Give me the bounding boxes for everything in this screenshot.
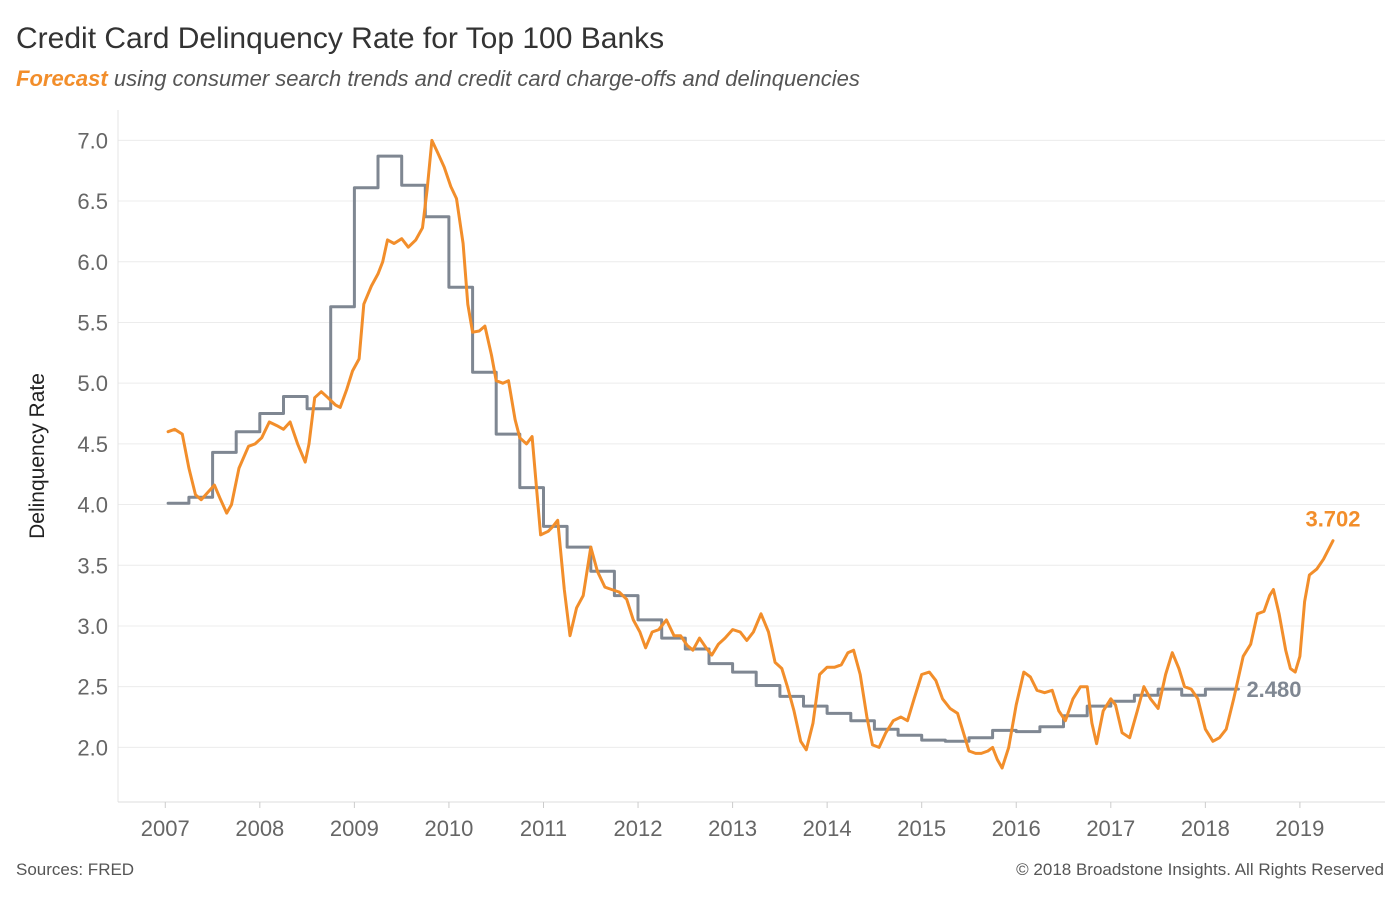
y-tick-label: 2.5 (77, 675, 108, 700)
copyright-note: © 2018 Broadstone Insights. All Rights R… (1016, 860, 1384, 879)
sources-note: Sources: FRED (16, 860, 135, 879)
end-labels: 2.480 3.702 (1246, 507, 1360, 702)
axes: 2.0 2.5 3.0 3.5 4.0 4.5 5.0 5.5 6.0 6.5 7.0 2007 200… (26, 110, 1385, 841)
x-tick-label: 2018 (1181, 816, 1230, 841)
series-line-actual (166, 154, 1240, 743)
subtitle-text: using consumer search trends and credit … (113, 66, 860, 91)
x-tick-label: 2019 (1275, 816, 1324, 841)
subtitle-accent: Forecast (16, 66, 108, 91)
y-tick-label: 3.0 (77, 614, 108, 639)
y-tick-label: 5.0 (77, 371, 108, 396)
x-tick-label: 2011 (520, 816, 567, 841)
y-tick-label: 2.0 (77, 735, 108, 760)
end-label-actual: 2.480 (1246, 677, 1301, 702)
x-tick-label: 2014 (803, 816, 852, 841)
x-tick-label: 2010 (424, 816, 473, 841)
y-tick-label: 6.0 (77, 250, 108, 275)
y-tick-label: 3.5 (77, 553, 108, 578)
x-tick-label: 2017 (1086, 816, 1135, 841)
y-tick-label: 4.0 (77, 493, 108, 518)
x-tick-label: 2008 (235, 816, 284, 841)
x-tick-label: 2012 (614, 816, 663, 841)
x-tick-label: 2015 (897, 816, 946, 841)
x-tick-label: 2007 (141, 816, 190, 841)
x-tick-label: 2013 (708, 816, 757, 841)
y-tick-label: 5.5 (77, 310, 108, 335)
y-axis-title: Delinquency Rate (26, 373, 49, 539)
series-lines (166, 138, 1335, 770)
x-tick-label: 2016 (992, 816, 1041, 841)
x-tick-label: 2009 (330, 816, 379, 841)
series-line-forecast (166, 138, 1335, 770)
y-tick-label: 4.5 (77, 432, 108, 457)
gridlines (118, 139, 1385, 748)
end-label-forecast: 3.702 (1305, 507, 1360, 532)
y-tick-label: 7.0 (77, 128, 108, 153)
y-tick-label: 6.5 (77, 189, 108, 214)
chart-title: Credit Card Delinquency Rate for Top 100… (16, 22, 665, 55)
chart-subtitle: Forecast using consumer search trends an… (16, 66, 860, 92)
